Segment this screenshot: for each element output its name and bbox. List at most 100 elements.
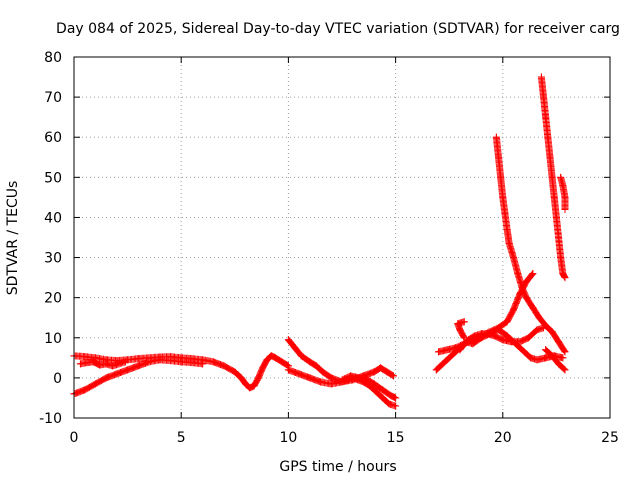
data-point xyxy=(486,330,494,338)
data-point xyxy=(540,93,548,101)
data-point xyxy=(317,378,325,386)
y-tick-label: 20 xyxy=(44,291,62,307)
data-point xyxy=(389,372,397,380)
data-point xyxy=(537,73,545,81)
data-point xyxy=(456,346,464,354)
data-point xyxy=(443,346,451,354)
data-point xyxy=(561,205,569,213)
data-points xyxy=(70,73,569,410)
data-point xyxy=(454,320,462,328)
data-point xyxy=(177,358,185,366)
data-point xyxy=(501,209,509,217)
data-point xyxy=(254,374,262,382)
data-point xyxy=(372,388,380,396)
data-point xyxy=(522,278,530,286)
data-point xyxy=(555,234,563,241)
data-point xyxy=(505,240,513,248)
data-point xyxy=(267,352,275,360)
data-point xyxy=(510,254,518,262)
data-point xyxy=(460,334,468,342)
data-point xyxy=(533,356,541,364)
y-axis-title: SDTVAR / TECUs xyxy=(5,181,21,296)
data-point xyxy=(510,306,518,314)
data-point xyxy=(121,358,129,366)
data-point xyxy=(355,374,363,382)
data-point xyxy=(522,294,530,302)
data-point xyxy=(555,360,563,368)
series-track xyxy=(456,326,567,364)
chart-title: Day 084 of 2025, Sidereal Day-to-day VTE… xyxy=(56,21,620,37)
data-point xyxy=(529,270,537,278)
data-point xyxy=(291,344,299,352)
data-point xyxy=(456,326,464,334)
data-point xyxy=(166,357,174,365)
data-point xyxy=(529,304,537,312)
data-point xyxy=(113,370,121,378)
x-tick-label: 5 xyxy=(177,430,186,446)
data-point xyxy=(237,374,245,382)
data-point xyxy=(392,394,400,402)
data-point xyxy=(306,374,314,382)
data-point xyxy=(520,348,528,356)
data-point xyxy=(439,360,447,368)
x-tick-label: 15 xyxy=(387,430,405,446)
data-point xyxy=(338,376,346,384)
series-track xyxy=(542,346,569,374)
data-point xyxy=(503,332,511,340)
data-point xyxy=(503,225,511,233)
data-point xyxy=(81,386,89,394)
data-point xyxy=(514,270,522,278)
data-point xyxy=(546,153,554,161)
series-track xyxy=(492,133,569,356)
series-track xyxy=(338,372,400,402)
data-point xyxy=(555,338,563,346)
data-point xyxy=(492,133,500,141)
data-point xyxy=(327,380,335,388)
data-point xyxy=(460,318,468,326)
data-point xyxy=(188,359,196,367)
data-point xyxy=(387,392,395,400)
data-point xyxy=(503,318,511,326)
series-track xyxy=(284,336,397,386)
data-point xyxy=(548,328,556,336)
data-point xyxy=(432,366,440,374)
x-tick-label: 10 xyxy=(279,430,297,446)
data-point xyxy=(559,181,567,189)
data-point xyxy=(548,352,556,360)
data-point xyxy=(385,400,393,408)
data-point xyxy=(542,322,550,330)
y-tick-label: -10 xyxy=(39,411,62,427)
data-point xyxy=(306,358,314,366)
data-point xyxy=(370,380,378,388)
data-point xyxy=(209,358,217,366)
data-point xyxy=(477,334,485,342)
data-point xyxy=(250,382,258,390)
data-point xyxy=(76,360,84,368)
x-tick-label: 0 xyxy=(70,430,79,446)
data-point xyxy=(495,153,503,161)
x-tick-label: 20 xyxy=(494,430,512,446)
x-axis-title: GPS time / hours xyxy=(279,459,396,475)
data-point xyxy=(246,384,254,392)
data-point xyxy=(379,394,387,402)
data-point xyxy=(199,360,207,368)
data-point xyxy=(512,340,520,348)
data-point xyxy=(392,402,400,410)
y-tick-label: 10 xyxy=(44,331,62,347)
data-point xyxy=(284,336,292,344)
data-point xyxy=(535,314,543,322)
data-point xyxy=(462,338,470,346)
data-point xyxy=(347,372,355,380)
data-point xyxy=(263,356,271,364)
data-point xyxy=(278,358,286,366)
data-point xyxy=(548,173,556,181)
data-point xyxy=(559,270,567,278)
data-point xyxy=(527,354,535,362)
data-point xyxy=(220,362,228,370)
data-point xyxy=(364,376,372,384)
data-point xyxy=(542,113,550,121)
data-point xyxy=(327,374,335,382)
data-point xyxy=(134,362,142,370)
series-track xyxy=(454,318,468,342)
